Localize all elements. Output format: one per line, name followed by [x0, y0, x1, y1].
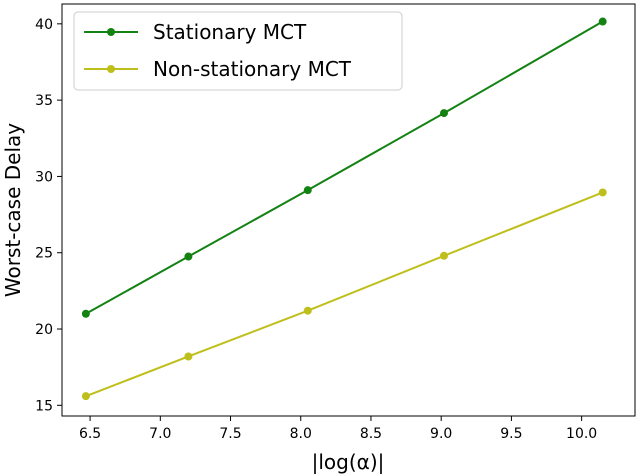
legend-box	[73, 11, 403, 91]
y-tick-label: 20	[35, 322, 53, 338]
x-tick-label: 10.0	[566, 426, 597, 442]
legend-item-non-stationary: Non-stationary MCT	[84, 57, 352, 81]
data-point-non-stationary	[81, 392, 90, 401]
data-point-stationary	[81, 309, 90, 318]
data-point-stationary	[303, 186, 312, 195]
y-tick-label: 15	[35, 398, 53, 414]
data-point-stationary	[440, 109, 448, 118]
x-tick-label: 7.5	[219, 426, 241, 442]
legend-label-non-stationary: Non-stationary MCT	[153, 57, 352, 81]
data-point-non-stationary	[184, 352, 193, 361]
legend-label-stationary: Stationary MCT	[153, 20, 307, 44]
legend-marker-non-stationary	[107, 65, 115, 73]
y-axis-title: Worst-case Delay	[1, 123, 25, 297]
x-tick-label: 9.0	[430, 426, 452, 442]
data-point-stationary	[598, 17, 607, 26]
x-tick-label: 8.0	[290, 426, 312, 442]
x-tick-label: 9.5	[500, 426, 522, 442]
legend: Stationary MCT Non-stationary MCT	[73, 11, 403, 91]
data-point-non-stationary	[440, 251, 448, 260]
y-tick-label: 35	[35, 93, 53, 109]
series-layer	[81, 17, 607, 401]
y-tick-label: 30	[35, 169, 53, 185]
x-tick-label: 7.0	[149, 426, 171, 442]
legend-marker-stationary	[107, 28, 115, 36]
y-tick-label: 25	[35, 246, 53, 262]
y-tick-label: 40	[35, 17, 53, 33]
data-point-stationary	[184, 252, 193, 261]
x-axis-ticks: 6.5 7.0 7.5 8.0 8.5 9.0 9.5 10.0	[79, 416, 597, 442]
y-axis-ticks: 15 20 25 30 35 40	[35, 17, 62, 414]
data-point-non-stationary	[303, 306, 312, 315]
legend-item-stationary: Stationary MCT	[84, 20, 307, 44]
x-tick-label: 8.5	[360, 426, 382, 442]
x-tick-label: 6.5	[79, 426, 101, 442]
x-axis-title: |log(α)|	[312, 450, 385, 474]
data-point-non-stationary	[598, 188, 607, 197]
